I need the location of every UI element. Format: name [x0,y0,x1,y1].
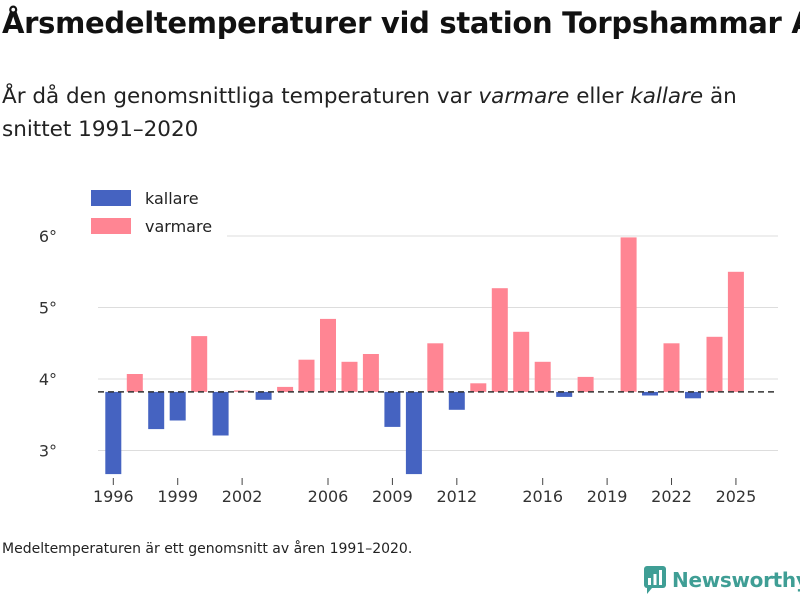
bar-2025 [727,271,744,392]
bar-2013 [470,383,487,392]
subtitle-text: än snittet 1991–2020 [2,84,737,142]
legend-swatch-kallare [91,190,131,206]
x-tick-label: 2025 [716,487,757,506]
bar-2021 [642,391,658,396]
y-tick-label: 5° [39,299,57,318]
x-tick-label: 2002 [222,487,263,506]
bar-2011 [427,343,444,392]
legend-label-kallare: kallare [145,189,199,208]
bar-2020 [620,237,637,392]
bar-2000 [191,336,208,392]
bar-2022 [663,343,680,392]
y-tick-label: 4° [39,370,57,389]
x-tick-label: 2009 [372,487,413,506]
legend-label-varmare: varmare [145,217,212,236]
y-axis: 3° 4° 5° 6° [39,227,57,461]
bar-2008 [362,354,379,392]
x-tick-label: 2022 [651,487,692,506]
x-tick-label: 1999 [157,487,198,506]
bar-2018 [577,376,594,392]
bar-2009 [384,391,401,427]
bar-1998 [148,391,165,430]
bar-2017 [556,391,573,397]
bars [105,237,744,475]
bar-2023 [685,391,701,399]
y-tick-label: 6° [39,227,57,246]
x-axis: 1996 1999 2002 2006 2009 2012 2016 2019 2022 2025 [93,478,756,506]
brand-logo: Newsworthy [644,566,800,594]
x-tick-label: 2019 [587,487,628,506]
subtitle-text: År då den genomsnittliga temperaturen va… [2,84,479,109]
bar-2002 [234,390,251,392]
bar-2014 [491,288,508,392]
bar-2004 [277,386,294,392]
y-tick-label: 3° [39,442,57,461]
newsworthy-logo-icon [644,566,666,594]
subtitle-warmer: varmare [478,84,570,109]
chart-subtitle: År då den genomsnittliga temperaturen va… [2,80,792,146]
bar-2012 [448,391,465,410]
bar-1996 [105,391,122,475]
bar-2007 [341,361,358,392]
x-tick-label: 2006 [308,487,349,506]
bar-2015 [513,331,530,392]
bar-2010 [405,391,422,475]
bar-2006 [320,318,336,392]
bar-1997 [126,374,143,392]
brand-name: Newsworthy [672,568,800,592]
legend-swatch-varmare [91,218,131,234]
bar-2016 [534,361,551,392]
x-tick-label: 1996 [93,487,134,506]
bar-2003 [255,391,272,400]
bar-2005 [298,359,315,392]
x-tick-label: 2012 [436,487,477,506]
bar-2024 [706,336,723,392]
bar-2001 [212,391,229,436]
x-tick-label: 2016 [522,487,563,506]
chart-title: Årsmedeltemperaturer vid station Torpsha… [2,6,800,40]
bar-1999 [169,391,186,421]
legend: kallare varmare [85,187,227,239]
footnote: Medeltemperaturen är ett genomsnitt av å… [2,541,413,557]
subtitle-text: eller [569,84,631,109]
subtitle-colder: kallare [630,84,704,109]
